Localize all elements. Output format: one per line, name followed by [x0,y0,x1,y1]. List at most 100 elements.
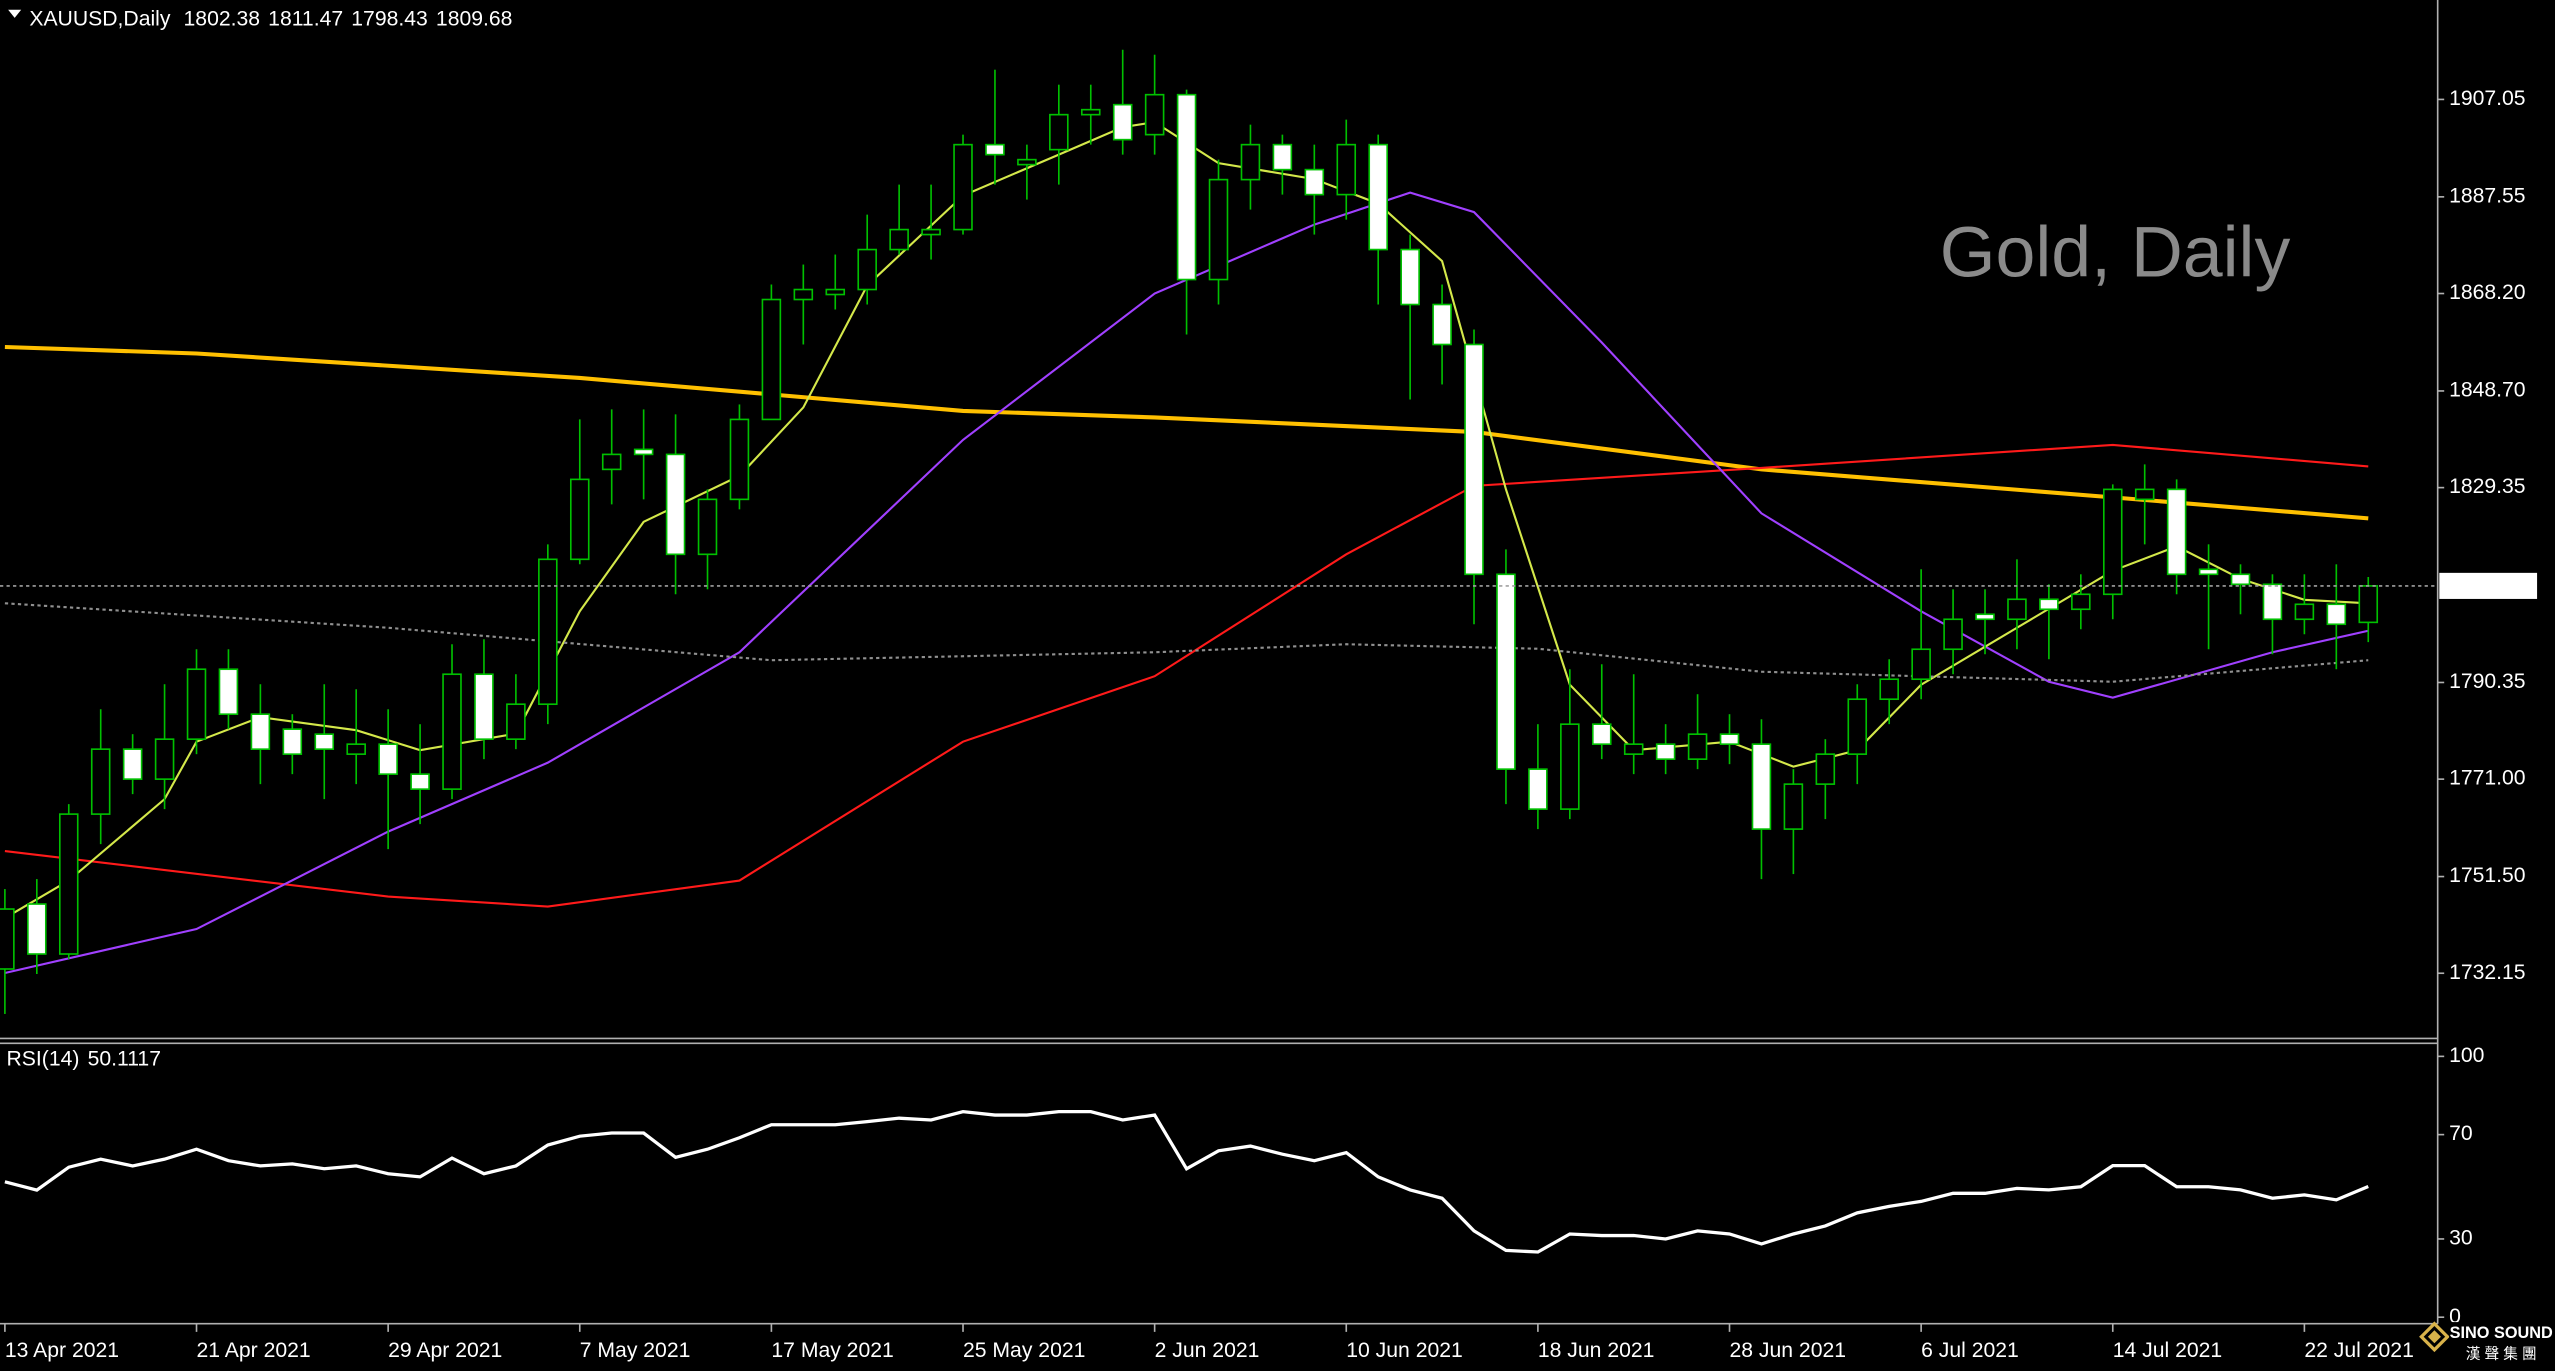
y-tick-label: 1771.00 [2449,767,2526,790]
candle-body [1144,93,1165,136]
candle-body [1176,93,1197,281]
y-tick-label: 30 [2449,1227,2473,1250]
x-tick-label: 29 Apr 2021 [388,1339,502,1362]
candle-body [410,773,430,790]
candle-body [27,903,47,955]
chart-header: XAUUSD,Daily 1802.38 1811.47 1798.43 1809.68 [29,7,512,30]
logo-subtitle: 漢 聲 集 團 [2466,1346,2537,1363]
y-tick-label: 1848.70 [2449,379,2526,402]
candle-body [2102,488,2123,596]
x-tick-label: 6 Jul 2021 [1921,1339,2019,1362]
candle-body [314,733,335,750]
x-tick-label: 2 Jun 2021 [1155,1339,1260,1362]
candle-body [601,453,622,471]
x-tick-label: 28 Jun 2021 [1730,1339,1847,1362]
candle-body [90,748,111,815]
candle-body [346,743,366,755]
candle-body [0,908,15,970]
x-tick-label: 17 May 2021 [771,1339,893,1362]
candle-body [1400,248,1420,306]
candle-body [857,248,877,291]
candle-body [1208,178,1229,281]
candle-body [250,713,271,750]
candle-body [729,418,750,501]
current-price-label: 1809.68 [2449,573,2526,596]
candle-body [1687,733,1708,760]
candle-body [697,498,718,556]
candle-body [1336,143,1357,196]
y-tick-label: 1732.15 [2449,961,2526,984]
frame [0,0,2439,1325]
candle-body [889,228,909,251]
x-tick-label: 21 Apr 2021 [197,1339,311,1362]
candle-body [122,748,143,780]
candle-body [761,298,782,421]
x-tick-label: 22 Jul 2021 [2304,1339,2413,1362]
moving-average-line [4,443,2369,908]
dropdown-icon[interactable] [8,9,22,18]
candle-body [1368,143,1388,251]
candle-body [921,228,941,236]
x-tick-label: 18 Jun 2021 [1538,1339,1655,1362]
candle-body [1623,743,1644,755]
candle-body [825,288,846,296]
candle-body [2262,583,2283,621]
candle-body [2166,488,2187,576]
y-tick-label: 1751.50 [2449,864,2526,887]
candle-body [378,743,398,775]
x-tick-label: 10 Jun 2021 [1346,1339,1463,1362]
candle-body [793,288,814,301]
moving-average-line [4,191,2369,975]
candle-body [186,668,207,740]
candle-body [1783,783,1804,830]
logo-backdrop [2449,1322,2555,1370]
candle-body [1879,678,1899,701]
candle-body [1496,573,1516,770]
candle-body [282,728,303,755]
candle-body [665,453,686,556]
ohlc-low: 1798.43 [351,7,428,30]
candle-body [1911,648,1931,681]
candle-body [2039,598,2059,611]
y-tick-label: 1829.35 [2449,475,2526,498]
symbol: XAUUSD,Daily [29,7,171,30]
watermark: Gold, Daily [1940,212,2291,292]
candle-body [1080,108,1101,116]
x-tick-label: 25 May 2021 [963,1339,1085,1362]
candle-body [538,558,558,706]
current-price-tag [2439,572,2538,599]
candle-body [58,813,79,955]
x-tick-label: 13 Apr 2021 [5,1339,119,1362]
candle-body [1528,768,1548,810]
moving-average-line [4,344,2369,521]
candle-body [985,143,1005,156]
candle-body [2134,488,2155,501]
ohlc-high: 1811.47 [268,7,343,30]
logo: SINO SOUND 漢 聲 集 團 [2419,1321,2555,1370]
rsi-line [4,1110,2369,1254]
candle-body [1017,158,1037,166]
y-tick-label: 1790.35 [2449,670,2526,693]
rsi-header: RSI(14) 50.1117 [7,1047,161,1070]
candle-body [1719,733,1740,745]
candle-body [1560,723,1580,810]
x-tick-label: 14 Jul 2021 [2113,1339,2222,1362]
y-tick-label: 0 [2449,1305,2461,1328]
candle-body [474,673,494,740]
logo-icon [2419,1321,2450,1353]
candle-body [154,738,175,780]
y-tick-label: 1887.55 [2449,184,2526,207]
candle-body [218,668,239,716]
rsi-value: 50.1117 [88,1047,161,1070]
ohlc-close: 1809.68 [436,7,513,30]
candle-body [2071,593,2091,611]
candle-body [1304,168,1325,196]
candle-body [2198,568,2219,576]
y-tick-label: 100 [2449,1044,2484,1067]
candle-body [2294,603,2315,621]
candle-body [633,448,654,456]
y-tick-label: 1868.20 [2449,281,2526,304]
